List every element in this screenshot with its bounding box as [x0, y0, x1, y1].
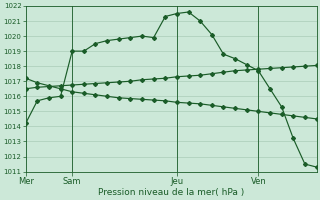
X-axis label: Pression niveau de la mer( hPa ): Pression niveau de la mer( hPa ) [98, 188, 244, 197]
